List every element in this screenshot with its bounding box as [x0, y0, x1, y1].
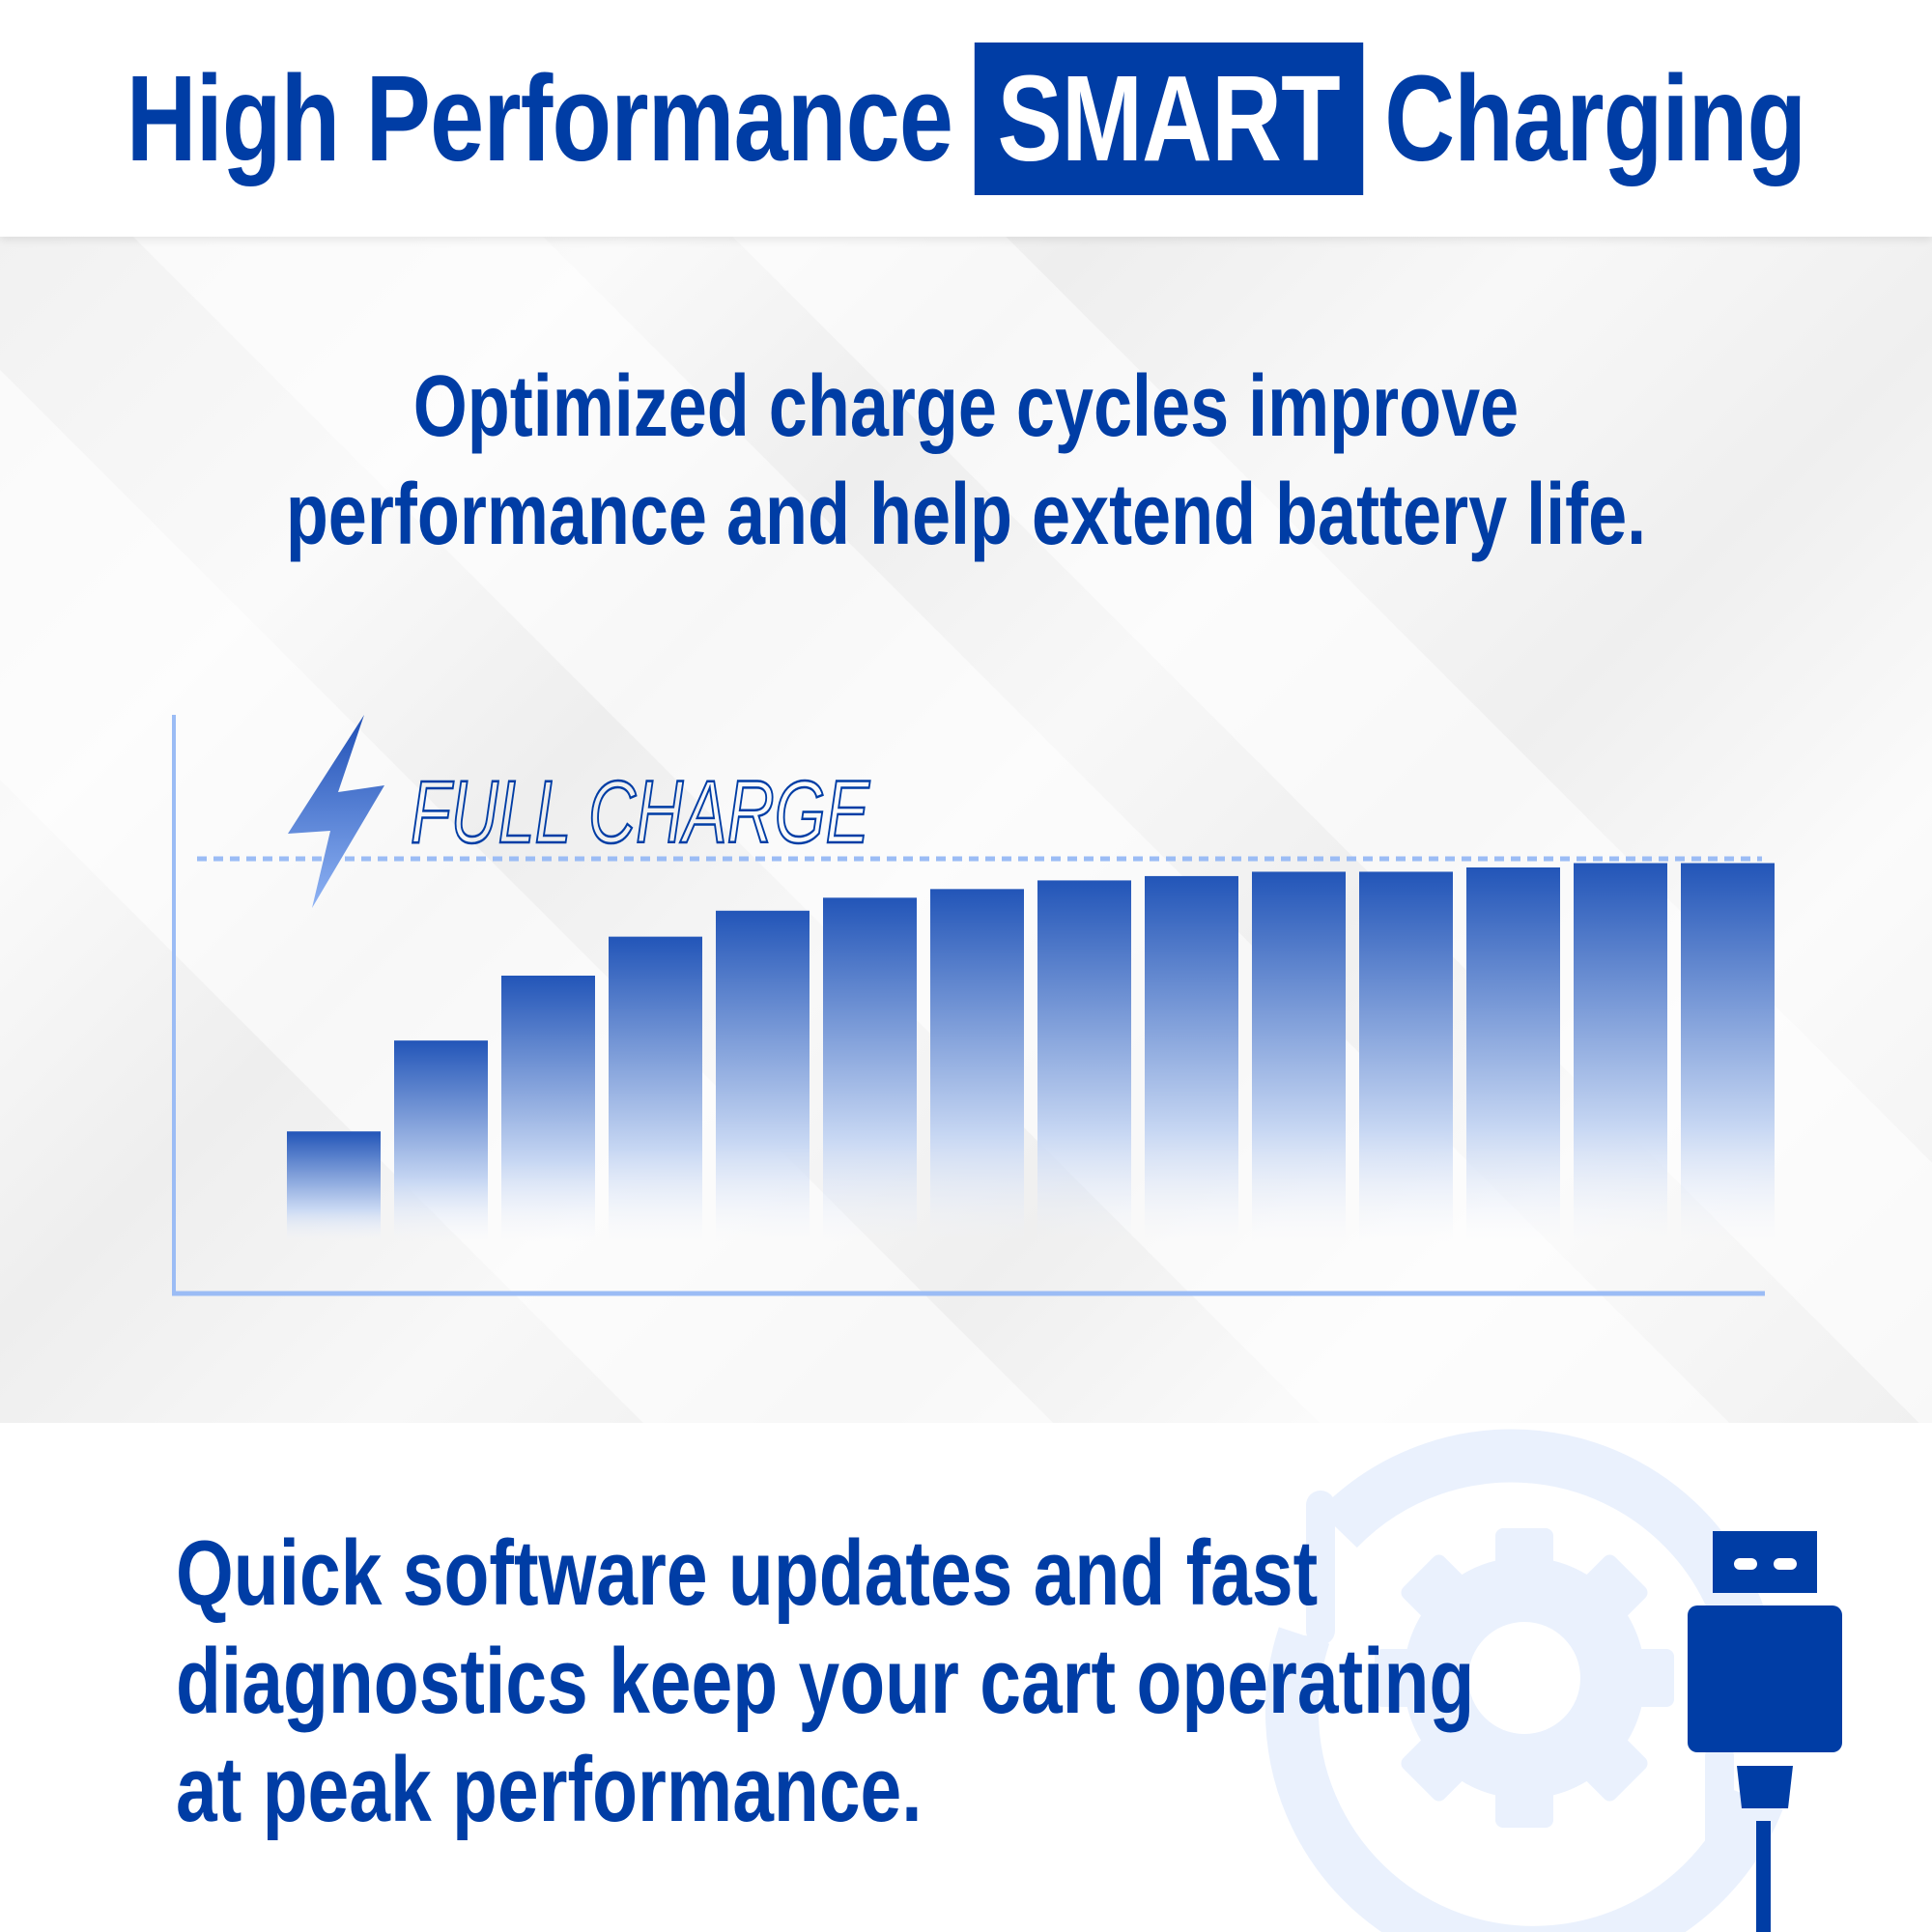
chart-bar	[716, 910, 810, 1241]
page-title: High Performance SMART Charging	[127, 0, 1806, 237]
chart-bar	[501, 975, 595, 1241]
bottom-text-line: at peak performance.	[176, 1738, 923, 1841]
chart-bar	[1574, 863, 1667, 1241]
bottom-text-line: diagnostics keep your cart operating	[176, 1630, 1475, 1733]
chart-bar	[1145, 875, 1238, 1241]
full-charge-label: FULL CHARGE	[411, 763, 870, 862]
subtitle-line: performance and help extend battery life…	[285, 467, 1647, 563]
chart-bar	[1466, 867, 1560, 1241]
chart-bar	[287, 1131, 381, 1241]
chart-bar	[394, 1040, 488, 1241]
charge-chart: FULL CHARGE	[172, 715, 1775, 1296]
title-suffix: Charging	[1384, 50, 1806, 186]
subtitle: Optimized charge cycles improve performa…	[193, 353, 1739, 569]
title-highlight: SMART	[974, 42, 1363, 195]
bottom-text: Quick software updates and fast diagnost…	[176, 1520, 1474, 1844]
bottom-text-line: Quick software updates and fast	[176, 1521, 1319, 1625]
usb-plug-icon	[1688, 1531, 1842, 1932]
header: High Performance SMART Charging	[0, 0, 1932, 237]
lightning-bolt-icon	[288, 715, 384, 908]
chart-section: Optimized charge cycles improve performa…	[0, 237, 1932, 1423]
gear-sync-icon	[1264, 1429, 1842, 1932]
chart-bar	[609, 936, 702, 1241]
chart-bar	[1359, 871, 1453, 1241]
chart-bar	[1681, 863, 1775, 1241]
chart-bar	[1252, 871, 1346, 1241]
subtitle-line: Optimized charge cycles improve	[412, 358, 1520, 455]
bottom-section: Quick software updates and fast diagnost…	[0, 1423, 1932, 1932]
chart-bar	[823, 897, 917, 1241]
chart-bar	[1037, 880, 1131, 1241]
chart-bar	[930, 889, 1024, 1241]
title-prefix: High Performance	[126, 50, 953, 186]
